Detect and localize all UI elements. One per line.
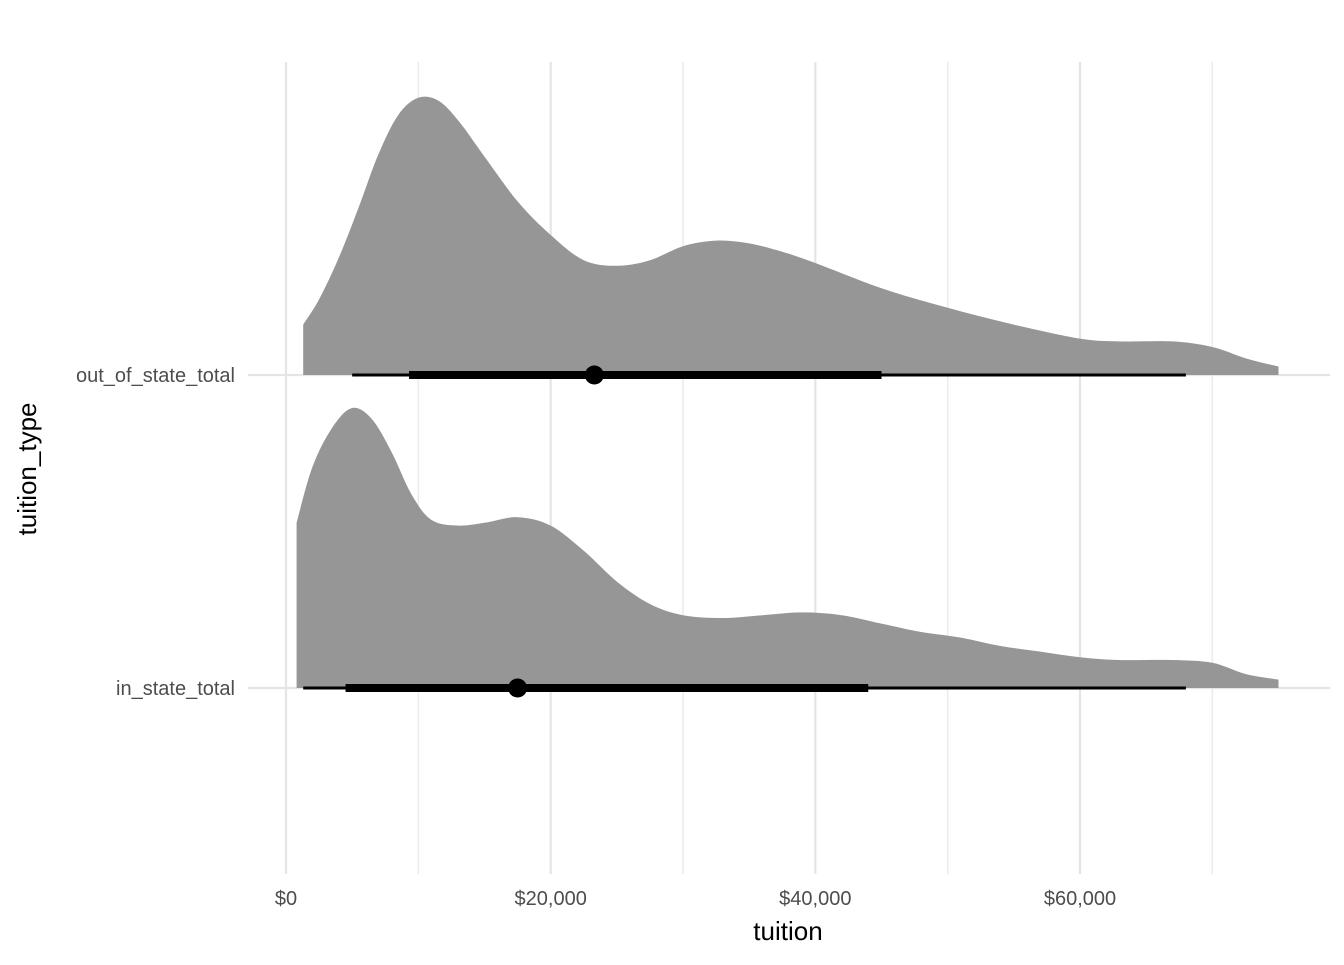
density-out-of-state-total — [303, 96, 1279, 375]
point-out-of-state-total — [584, 365, 604, 385]
x-tick-labels: $0 $20,000 $40,000 $60,000 — [275, 888, 1116, 910]
x-tick-label: $60,000 — [1044, 888, 1116, 910]
density-in-state-total — [296, 407, 1279, 688]
x-tick-label: $0 — [275, 888, 297, 910]
y-tick-label: in_state_total — [116, 678, 235, 700]
y-tick-label: out_of_state_total — [76, 365, 235, 387]
x-axis-title: tuition — [753, 916, 822, 946]
x-tick-label: $40,000 — [779, 888, 851, 910]
y-tick-labels: in_state_total out_of_state_total — [76, 365, 235, 700]
point-in-state-total — [508, 678, 528, 698]
density-layer — [296, 96, 1279, 688]
interval-layer — [303, 365, 1186, 698]
x-tick-label: $20,000 — [515, 888, 587, 910]
y-axis-title: tuition_type — [12, 403, 42, 536]
